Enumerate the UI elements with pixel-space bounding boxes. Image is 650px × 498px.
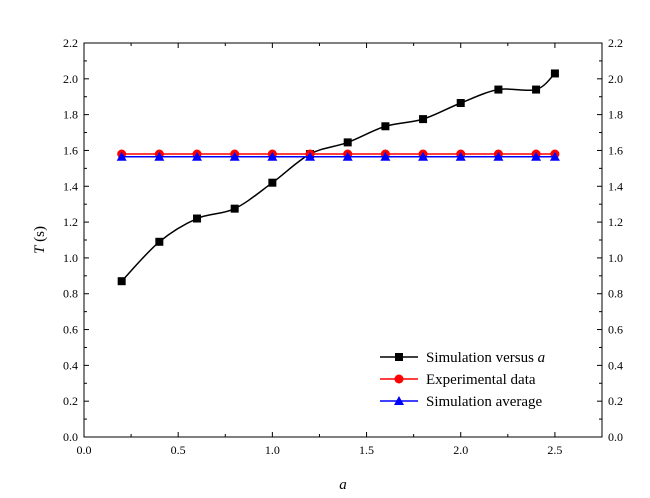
legend-label-2: Simulation average (426, 394, 543, 410)
x-tick-label: 2.0 (453, 443, 468, 457)
y-tick-label-right: 1.6 (608, 143, 623, 157)
y-tick-label-left: 0.4 (63, 358, 78, 372)
series-2-point (305, 151, 316, 161)
legend: Simulation versus a Experimental data Simu… (380, 350, 545, 410)
x-tick-label: 0.5 (171, 443, 186, 457)
y-axis-title: T (s) (32, 226, 48, 254)
series-2-point (549, 151, 560, 161)
legend-marker-2 (394, 396, 404, 405)
series-2-point (493, 151, 504, 161)
y-tick-label-right: 1.0 (608, 251, 623, 265)
y-tick-label-right: 0.8 (608, 287, 623, 301)
y-tick-label-left: 0.0 (63, 430, 78, 444)
series-2-point (267, 151, 278, 161)
series-2-point (342, 151, 353, 161)
y-tick-label-right: 1.2 (608, 215, 623, 229)
x-tick-label: 1.0 (265, 443, 280, 457)
y-tick-label-left: 1.2 (63, 215, 78, 229)
series-0-point (532, 85, 541, 94)
legend-label-0: Simulation versus a (426, 350, 545, 366)
y-tick-label-left: 0.2 (63, 394, 78, 408)
y-tick-label-left: 0.8 (63, 287, 78, 301)
series-0-point (343, 138, 352, 147)
series-2-point (418, 151, 429, 161)
y-tick-label-left: 1.0 (63, 251, 78, 265)
series-0-point (494, 85, 503, 94)
series-2-point (455, 151, 466, 161)
x-tick-label: 1.5 (359, 443, 374, 457)
y-tick-label-right: 0.4 (608, 358, 623, 372)
y-tick-label-right: 0.0 (608, 430, 623, 444)
y-tick-label-left: 2.2 (63, 36, 78, 50)
x-tick-label: 2.5 (547, 443, 562, 457)
series-0-point (155, 237, 164, 246)
y-tick-label-right: 0.2 (608, 394, 623, 408)
y-tick-label-left: 1.6 (63, 143, 78, 157)
y-tick-label-right: 1.8 (608, 108, 623, 122)
y-tick-label-left: 1.8 (63, 108, 78, 122)
series-2-point (380, 151, 391, 161)
series-0-point (419, 115, 428, 124)
legend-marker-0 (395, 353, 403, 361)
series-2-point (154, 151, 165, 161)
y-tick-label-right: 2.0 (608, 72, 623, 86)
legend-label-1: Experimental data (426, 372, 536, 388)
series-line-0 (121, 72, 556, 282)
series-0-point (381, 122, 390, 131)
series-0-point (117, 277, 126, 286)
series-2-point (116, 151, 127, 161)
series-0-point (230, 204, 239, 213)
series-2-point (229, 151, 240, 161)
series-0-point (268, 178, 277, 187)
y-tick-label-left: 2.0 (63, 72, 78, 86)
y-tick-label-left: 0.6 (63, 323, 78, 337)
series-0-point (550, 69, 559, 78)
plot-marks (116, 69, 560, 286)
series-2-point (531, 151, 542, 161)
x-axis-title: a (339, 477, 347, 493)
y-tick-label-left: 1.4 (63, 179, 78, 193)
axis-ticks: 0.0 0.5 1.0 1.5 2.0 2.50.0 0.00.2 0.20.4 0.40.6 0… (63, 36, 623, 457)
y-axis-title-symbol: T (32, 244, 48, 254)
y-axis-title-unit: (s) (32, 226, 48, 246)
y-tick-label-right: 0.6 (608, 323, 623, 337)
x-tick-label: 0.0 (77, 443, 92, 457)
legend-marker-1 (394, 374, 404, 384)
series-0-point (193, 214, 202, 223)
y-tick-label-right: 2.2 (608, 36, 623, 50)
y-tick-label-right: 1.4 (608, 179, 623, 193)
series-2-point (192, 151, 203, 161)
series-0-point (456, 98, 465, 107)
